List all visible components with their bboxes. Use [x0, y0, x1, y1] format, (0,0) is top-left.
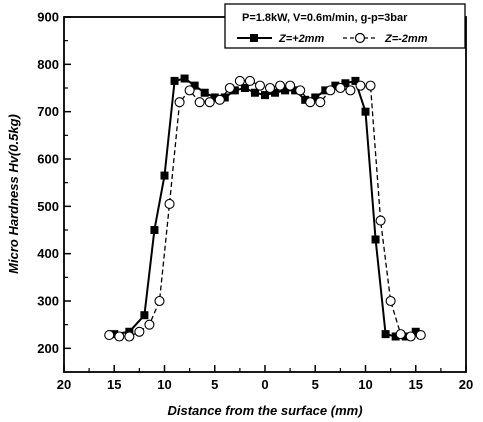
data-point-series-2 [335, 82, 346, 94]
data-point-series-1 [261, 91, 269, 100]
data-point-series-2 [385, 295, 396, 307]
data-point-series-2 [104, 330, 115, 341]
data-point-series-1 [281, 86, 290, 95]
data-point-series-2 [375, 215, 386, 226]
data-point-series-2 [224, 82, 235, 94]
data-point-series-2 [345, 85, 356, 96]
legend-marker-square [250, 34, 258, 42]
data-point-series-2 [295, 85, 306, 96]
data-point-series-1 [190, 81, 199, 90]
data-point-series-1 [110, 330, 119, 339]
data-point-series-1 [250, 88, 259, 97]
legend-label-series-2: Z=-2mm [384, 33, 428, 45]
data-point-series-2 [154, 295, 165, 307]
data-point-series-1 [230, 86, 239, 95]
data-point-series-1 [391, 332, 400, 341]
legend-header: P=1.8kW, V=0.6m/min, g-p=3bar [242, 12, 408, 24]
x-tick-label: 10 [157, 377, 171, 392]
data-point-series-1 [371, 235, 380, 244]
data-point-series-1 [240, 84, 249, 92]
data-point-series-1 [311, 93, 320, 102]
data-point-series-1 [411, 327, 420, 336]
data-point-series-2 [285, 80, 296, 91]
data-point-series-1 [170, 76, 179, 85]
legend-box [224, 3, 466, 49]
data-point-series-2 [325, 85, 336, 96]
data-point-series-2 [275, 80, 286, 91]
y-tick-label: 800 [37, 57, 59, 72]
data-point-series-1 [180, 74, 189, 83]
x-tick-label: 15 [409, 377, 423, 392]
data-point-series-2 [395, 329, 406, 340]
data-point-series-2 [365, 80, 376, 91]
x-tick-label: 15 [107, 377, 121, 392]
data-point-series-1 [341, 79, 350, 88]
y-tick-label: 900 [37, 10, 59, 25]
ticks-layer: 200 300 400 500 600 700 800 900 20 15 10 5 0 5 10 15 20 [37, 10, 473, 393]
x-tick-label: 5 [312, 377, 319, 392]
data-point-series-1 [301, 95, 310, 104]
data-point-series-1 [200, 88, 209, 97]
data-point-series-2 [204, 97, 215, 108]
y-tick-label: 200 [37, 341, 59, 356]
data-point-series-1 [381, 330, 390, 339]
data-point-series-2 [144, 319, 155, 330]
data-point-series-2 [254, 80, 266, 91]
data-point-series-1 [271, 88, 280, 97]
data-point-series-2 [415, 330, 426, 341]
data-point-series-2 [174, 97, 185, 108]
data-point-series-2 [134, 326, 145, 337]
data-point-series-1 [361, 107, 370, 116]
data-point-series-1 [140, 311, 149, 320]
y-tick-label: 500 [37, 199, 59, 214]
data-point-series-2 [305, 97, 316, 108]
data-point-series-2 [164, 198, 175, 210]
data-point-series-1 [220, 93, 229, 102]
data-point-series-1 [210, 93, 219, 102]
data-point-series-1 [160, 171, 169, 180]
y-tick-label: 300 [37, 294, 59, 309]
data-point-series-2 [234, 75, 245, 86]
y-tick-label: 400 [37, 246, 59, 261]
data-point-series-2 [114, 331, 125, 342]
y-axis-title: Micro Hardness Hv(0.5kg) [6, 114, 21, 274]
legend-label-series-1: Z=+2mm [278, 33, 324, 45]
x-tick-label: 5 [211, 377, 218, 392]
y-tick-label: 600 [37, 152, 59, 167]
data-point-series-2 [244, 75, 255, 86]
data-point-series-2 [194, 97, 205, 108]
legend: P=1.8kW, V=0.6m/min, g-p=3bar Z=+2mm Z=-… [224, 3, 466, 49]
data-point-series-1 [331, 81, 340, 90]
data-point-series-2 [184, 85, 195, 96]
data-point-series-2 [124, 331, 135, 342]
x-axis-title: Distance from the surface (mm) [167, 403, 362, 418]
x-tick-label: 0 [261, 377, 268, 392]
y-tick-label: 700 [37, 104, 59, 119]
x-tick-label: 10 [358, 377, 372, 392]
series-layer [104, 74, 426, 342]
x-tick-label: 20 [57, 377, 71, 392]
data-point-series-2 [315, 97, 326, 108]
plot-frame [63, 16, 467, 373]
data-point-series-2 [264, 82, 276, 94]
data-point-series-1 [351, 76, 360, 85]
x-tick-label: 20 [459, 377, 473, 392]
data-point-series-2 [355, 80, 366, 91]
data-point-series-2 [214, 94, 225, 105]
series-line-1 [114, 77, 417, 338]
data-point-series-1 [150, 226, 159, 234]
data-point-series-2 [405, 331, 416, 342]
legend-marker-circle [354, 32, 366, 44]
